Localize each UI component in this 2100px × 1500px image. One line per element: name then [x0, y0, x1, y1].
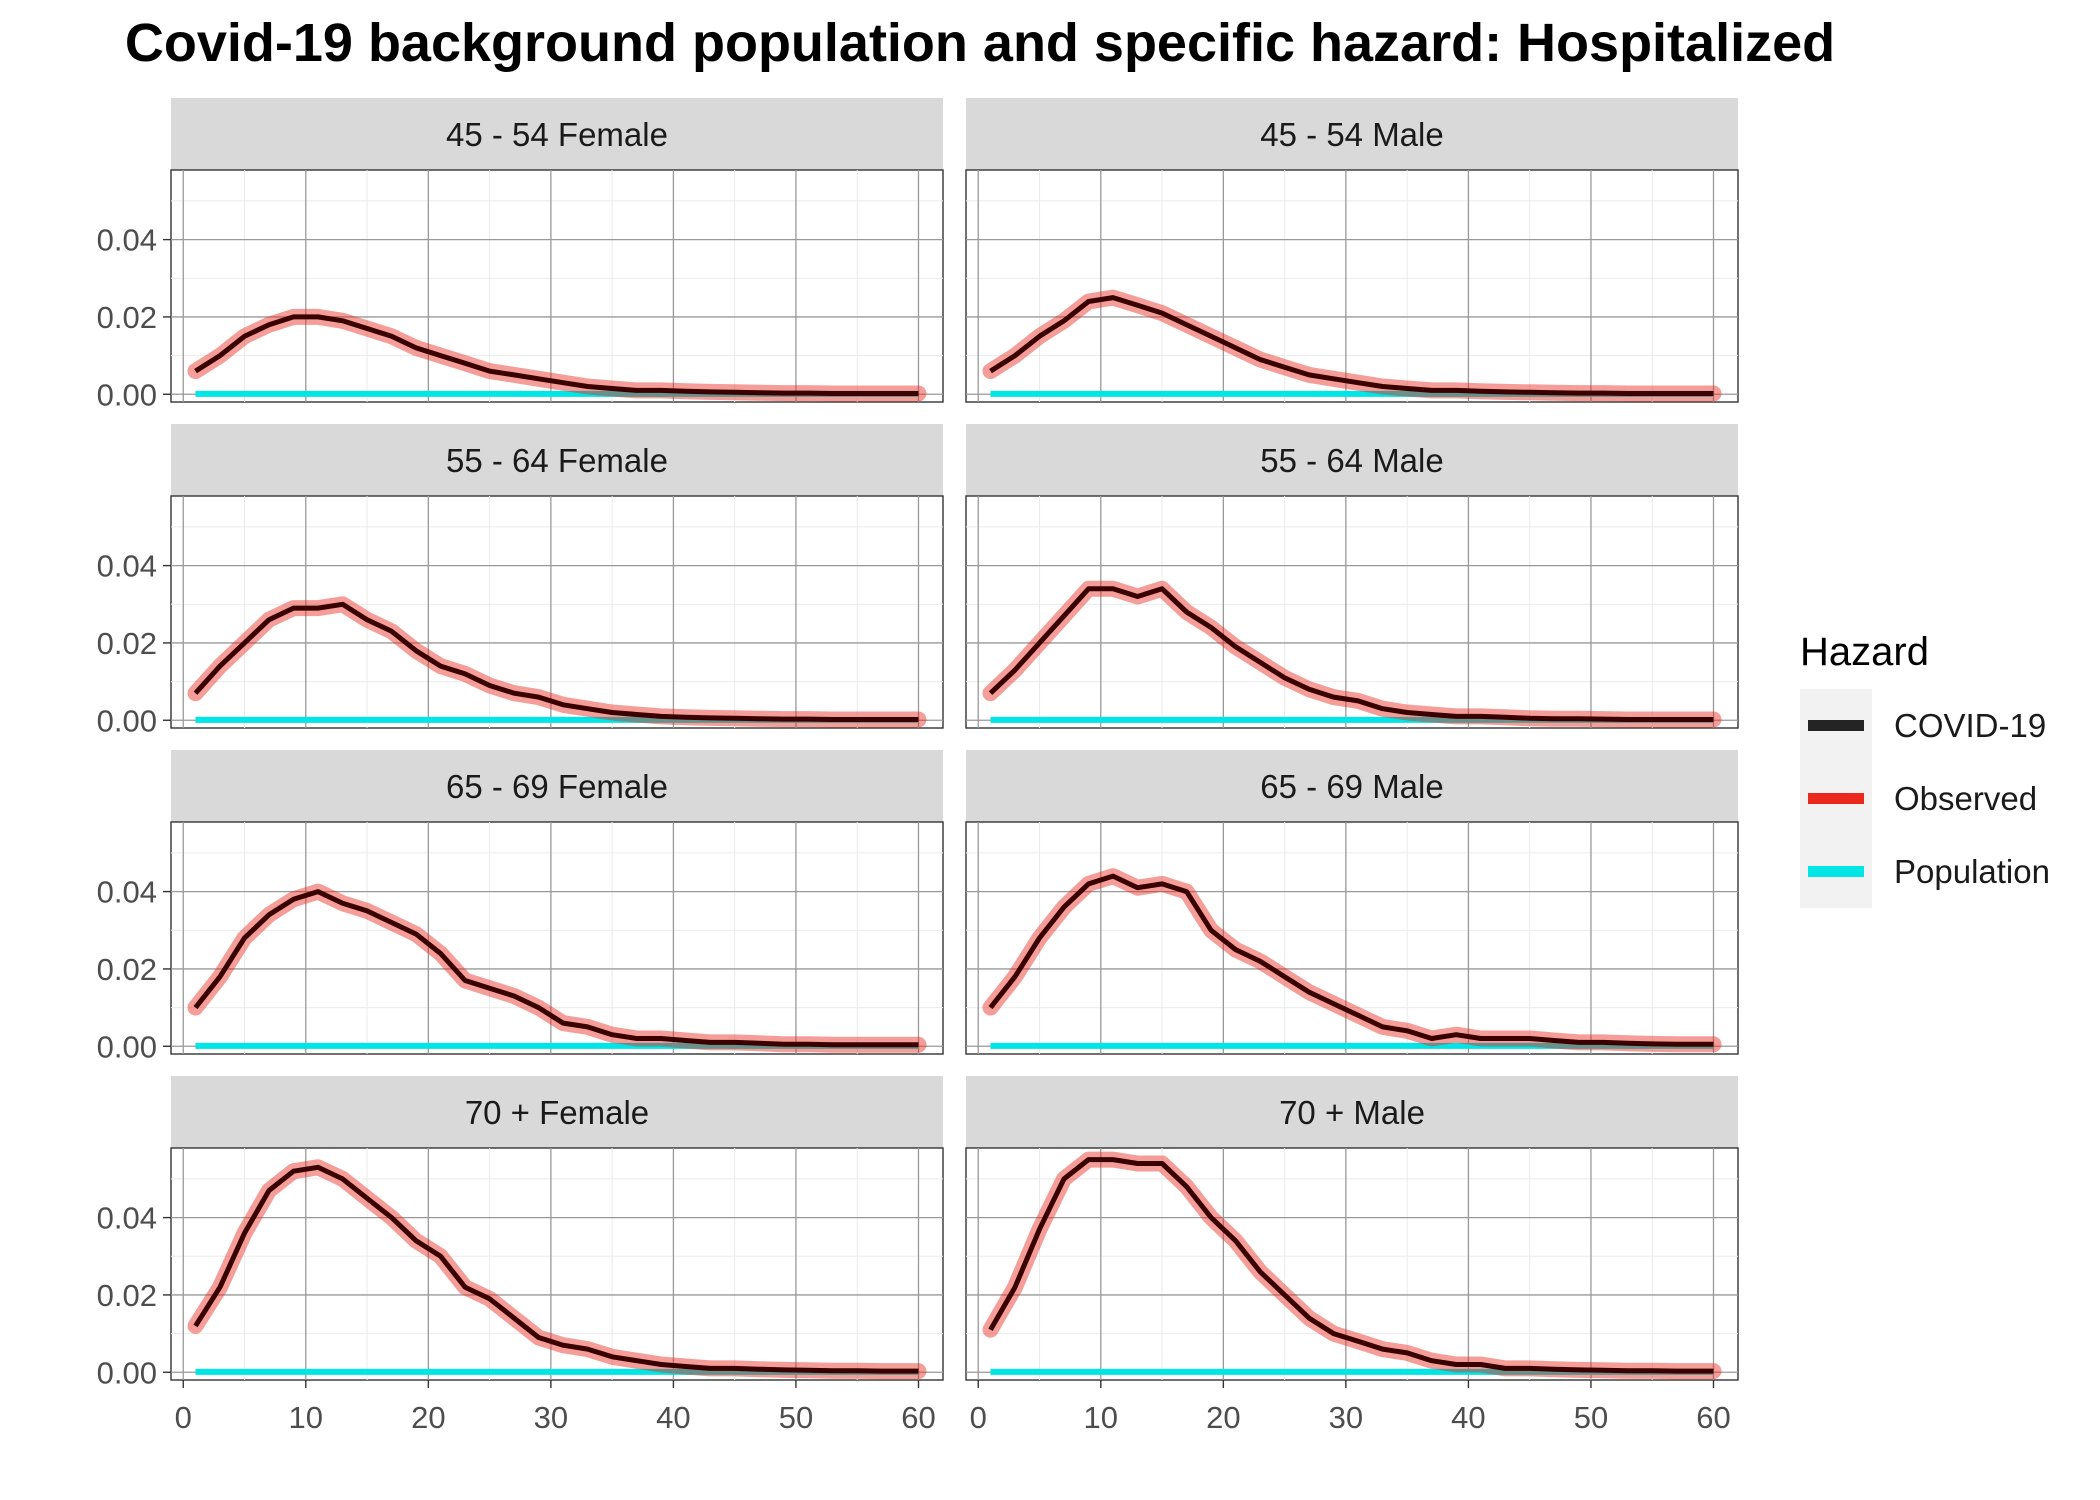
y-tick-label: 0.00 — [97, 1355, 157, 1390]
y-tick-label: 0.02 — [97, 300, 157, 335]
x-tick-label: 0 — [175, 1400, 192, 1435]
facet-label-55-64-male: 55 - 64 Male — [1260, 442, 1443, 479]
panel-45-54-male — [965, 169, 1739, 403]
legend-item-covid19: COVID-19 — [1800, 689, 2100, 762]
x-tick-label: 10 — [1084, 1400, 1118, 1435]
panel-55-64-female — [170, 495, 944, 729]
panel-45-54-female — [170, 169, 944, 403]
legend-label-population: Population — [1894, 852, 2050, 890]
legend-label-observed: Observed — [1894, 779, 2038, 817]
facet-strip-70-female — [171, 1076, 943, 1148]
series-covid19-45-54-male — [989, 295, 1714, 396]
legend-item-observed: Observed — [1800, 762, 2100, 835]
facet-label-70-male: 70 + Male — [1279, 1094, 1425, 1131]
y-tick-label: 0.02 — [97, 952, 157, 987]
y-tick-label: 0.04 — [97, 223, 157, 258]
series-covid19-70-female — [193, 1164, 919, 1374]
panel-65-69-female — [170, 821, 944, 1055]
x-tick-label: 50 — [779, 1400, 813, 1435]
y-tick-label: 0.00 — [97, 703, 157, 738]
legend-key-population — [1800, 835, 1872, 908]
x-tick-label: 20 — [1206, 1400, 1240, 1435]
facet-label-70-female: 70 + Female — [465, 1094, 649, 1131]
chart-title: Covid-19 background population and speci… — [124, 13, 1836, 73]
facet-strip-55-64-female — [171, 424, 943, 496]
y-tick-label: 0.02 — [97, 1278, 157, 1313]
y-tick-label: 0.00 — [97, 377, 157, 412]
legend-title: Hazard — [1800, 630, 1929, 674]
facet-strip-55-64-male — [966, 424, 1738, 496]
series-covid19-45-54-female — [194, 314, 919, 396]
legend-label-covid19: COVID-19 — [1894, 706, 2047, 744]
x-tick-label: 60 — [1696, 1400, 1730, 1435]
y-tick-label: 0.02 — [97, 626, 157, 661]
y-tick-label: 0.04 — [97, 549, 157, 584]
x-tick-label: 30 — [1329, 1400, 1363, 1435]
facet-strip-45-54-male — [966, 98, 1738, 170]
series-covid19-65-69-male — [988, 873, 1714, 1047]
x-tick-label: 20 — [411, 1400, 445, 1435]
facet-label-65-69-male: 65 - 69 Male — [1260, 768, 1443, 805]
panel-55-64-male — [965, 495, 1739, 729]
x-tick-label: 30 — [534, 1400, 568, 1435]
legend-item-population: Population — [1800, 835, 2100, 908]
x-tick-label: 50 — [1574, 1400, 1608, 1435]
facet-strip-70-male — [966, 1076, 1738, 1148]
series-covid19-55-64-male — [988, 586, 1714, 722]
legend: Hazard COVID-19 Observed Population — [1800, 630, 2100, 908]
facet-strip-45-54-female — [171, 98, 943, 170]
y-tick-label: 0.04 — [97, 875, 157, 910]
x-tick-label: 0 — [970, 1400, 987, 1435]
facet-label-55-64-female: 55 - 64 Female — [446, 442, 668, 479]
panel-65-69-male — [965, 821, 1739, 1055]
x-tick-label: 40 — [1451, 1400, 1485, 1435]
legend-key-covid19 — [1800, 689, 1872, 762]
y-tick-label: 0.00 — [97, 1029, 157, 1064]
y-tick-label: 0.04 — [97, 1201, 157, 1236]
x-tick-label: 60 — [901, 1400, 935, 1435]
series-covid19-70-male — [988, 1157, 1714, 1374]
series-covid19-55-64-female — [193, 601, 919, 722]
facet-label-45-54-female: 45 - 54 Female — [446, 116, 668, 153]
facet-strip-65-69-male — [966, 750, 1738, 822]
x-tick-label: 40 — [656, 1400, 690, 1435]
facet-strip-65-69-female — [171, 750, 943, 822]
facet-label-45-54-male: 45 - 54 Male — [1260, 116, 1443, 153]
legend-key-observed — [1800, 762, 1872, 835]
series-covid19-65-69-female — [193, 889, 919, 1048]
x-tick-label: 10 — [289, 1400, 323, 1435]
facet-label-65-69-female: 65 - 69 Female — [446, 768, 668, 805]
